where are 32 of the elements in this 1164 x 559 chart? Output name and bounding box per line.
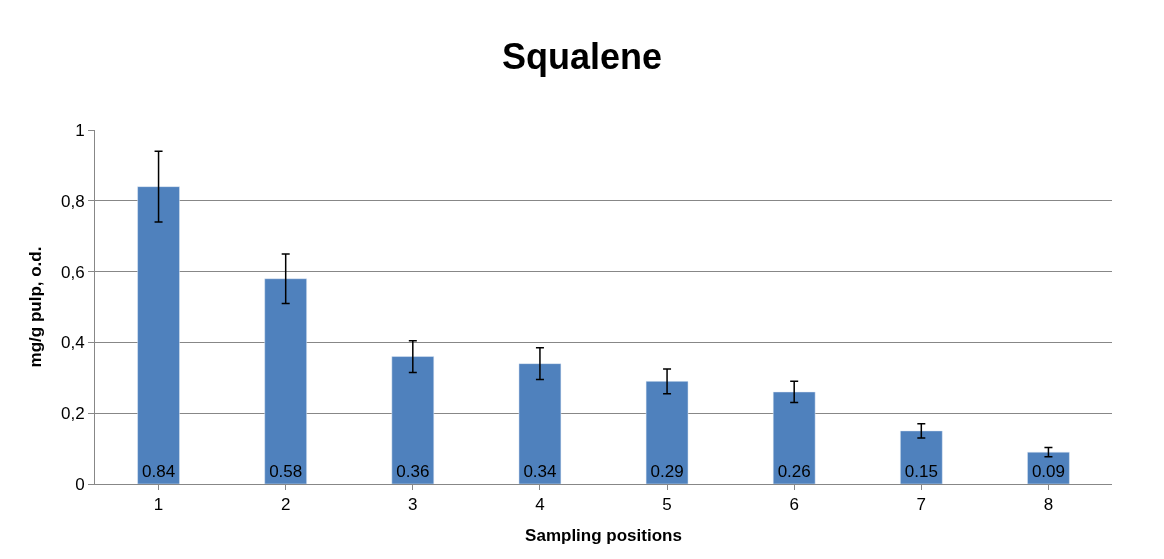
x-tick-label: 8 xyxy=(1043,495,1054,515)
y-tick-label: 1 xyxy=(75,120,85,140)
data-label: 0.26 xyxy=(777,462,811,481)
y-tick-label: 0 xyxy=(75,474,85,494)
bar xyxy=(391,356,435,484)
x-tick-label: 5 xyxy=(662,495,672,515)
y-tick-label: 0,8 xyxy=(60,191,85,211)
x-tick-label: 1 xyxy=(153,495,164,515)
y-tick-label: 0,4 xyxy=(60,333,85,353)
y-tick-label: 0,2 xyxy=(60,404,85,424)
data-label: 0.09 xyxy=(1031,462,1065,481)
x-tick-label: 3 xyxy=(408,495,418,515)
data-label: 0.29 xyxy=(650,462,684,481)
data-label: 0.36 xyxy=(396,462,430,481)
x-tick-label: 7 xyxy=(916,495,927,515)
bar xyxy=(645,381,689,484)
x-tick-label: 4 xyxy=(535,495,545,515)
y-tick-label: 0,6 xyxy=(60,262,85,282)
x-tick-label: 6 xyxy=(789,495,799,515)
bar xyxy=(518,363,562,484)
bar xyxy=(772,391,816,484)
bar xyxy=(264,278,307,484)
bar xyxy=(137,186,180,484)
data-label: 0.15 xyxy=(904,462,938,481)
y-axis-title: mg/g pulp, o.d. xyxy=(25,246,45,368)
x-axis-title: Sampling positions xyxy=(525,525,682,545)
data-label: 0.84 xyxy=(142,462,176,481)
chart-title: Squalene xyxy=(501,35,663,77)
x-tick-label: 2 xyxy=(280,495,291,515)
data-label: 0.58 xyxy=(269,462,303,481)
bar xyxy=(900,430,943,484)
data-label: 0.34 xyxy=(523,462,557,481)
